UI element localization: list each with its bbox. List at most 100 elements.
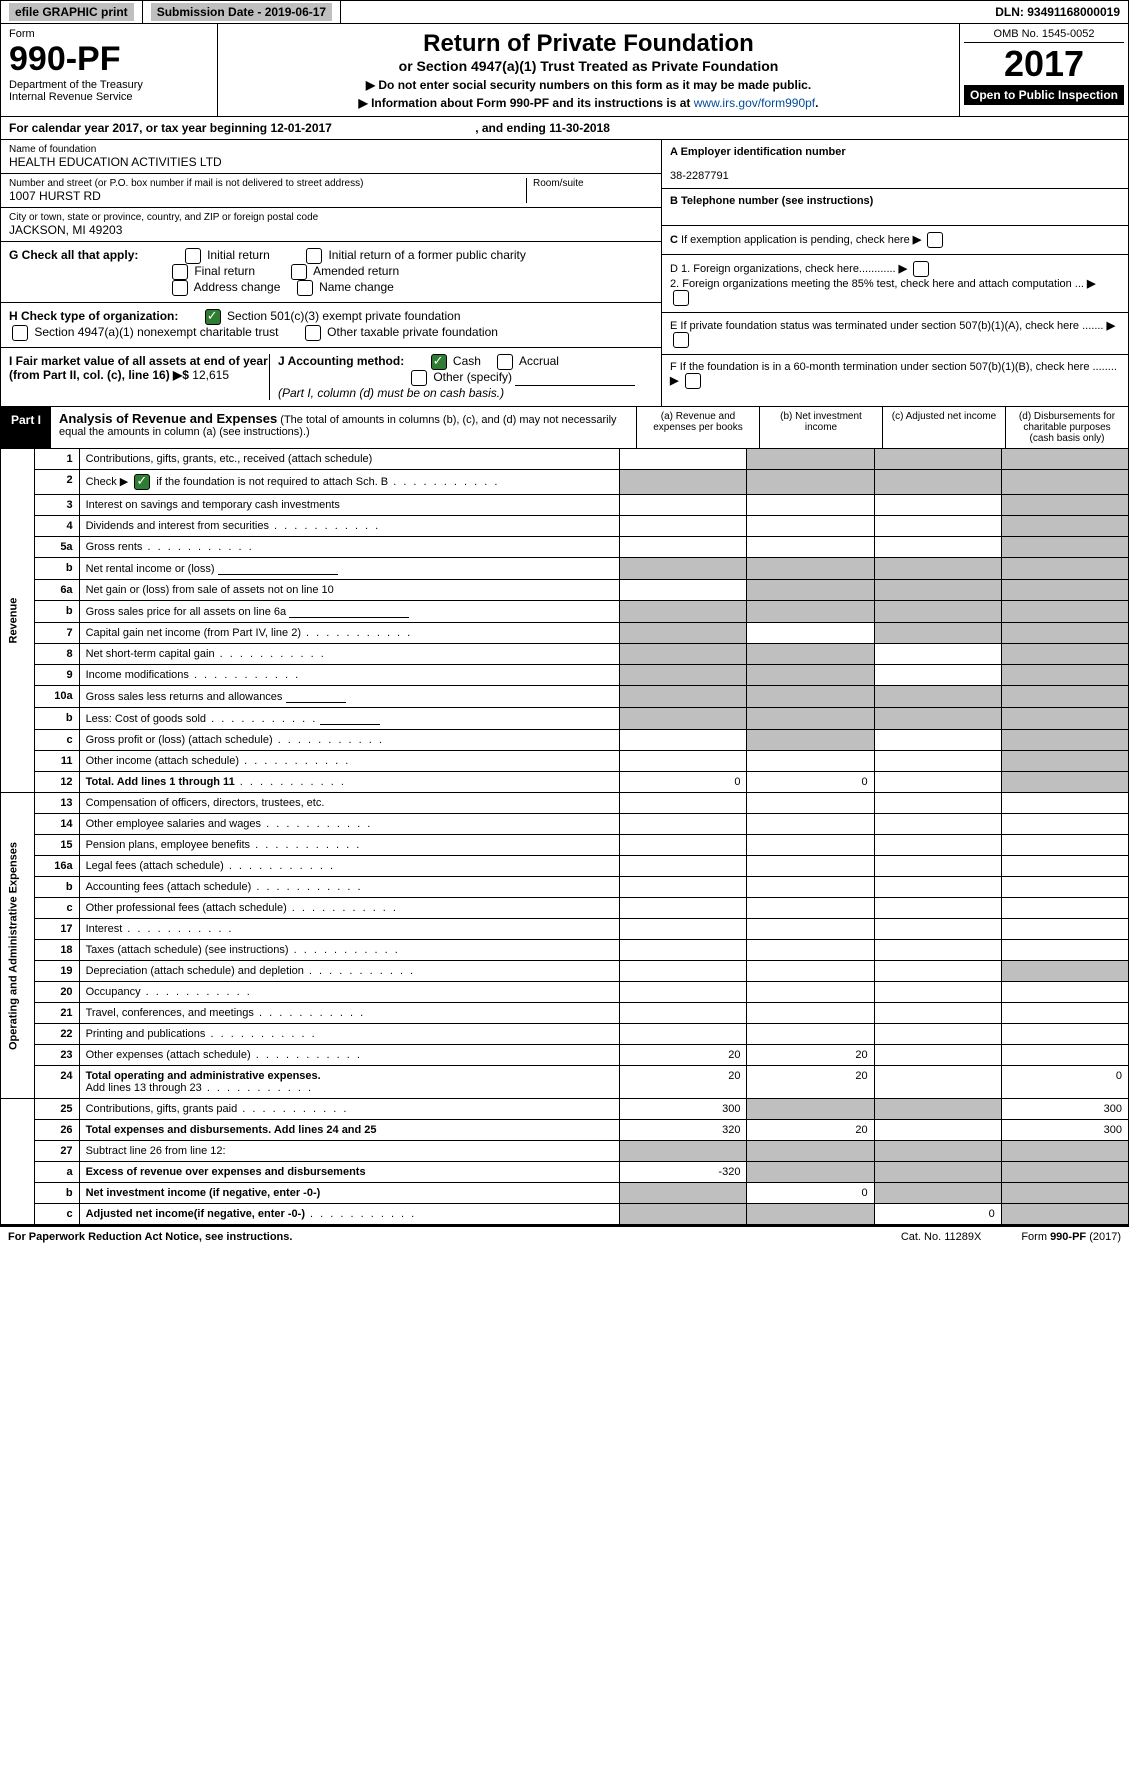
line-21: Travel, conferences, and meetings <box>79 1003 620 1024</box>
initial-return-public-charity-checkbox[interactable] <box>306 248 322 264</box>
exemption-pending-checkbox[interactable] <box>927 232 943 248</box>
foreign-85pct-checkbox[interactable] <box>673 290 689 306</box>
city-state-zip: JACKSON, MI 49203 <box>9 223 122 237</box>
line-9: Income modifications <box>79 665 620 686</box>
warn-ssn: ▶ Do not enter social security numbers o… <box>366 78 811 92</box>
line-23: Other expenses (attach schedule) <box>79 1045 620 1066</box>
name-label: Name of foundation <box>9 144 653 155</box>
form-header: Form 990-PF Department of the Treasury I… <box>0 24 1129 117</box>
form-subtitle: or Section 4947(a)(1) Trust Treated as P… <box>224 58 953 74</box>
irs-label: Internal Revenue Service <box>9 91 209 103</box>
expenses-side-label: Operating and Administrative Expenses <box>1 793 35 1099</box>
dln: DLN: 93491168000019 <box>987 1 1128 23</box>
line-16b: Accounting fees (attach schedule) <box>79 877 620 898</box>
line-27a: Excess of revenue over expenses and disb… <box>79 1162 620 1183</box>
instructions-link[interactable]: www.irs.gov/form990pf <box>694 96 815 110</box>
line-19: Depreciation (attach schedule) and deple… <box>79 961 620 982</box>
part1-table: Revenue 1Contributions, gifts, grants, e… <box>0 449 1129 1225</box>
fmv-value: 12,615 <box>192 368 229 382</box>
city-label: City or town, state or province, country… <box>9 212 653 223</box>
form-title: Return of Private Foundation <box>224 30 953 58</box>
line-10c: Gross profit or (loss) (attach schedule) <box>79 730 620 751</box>
page-footer: For Paperwork Reduction Act Notice, see … <box>0 1225 1129 1247</box>
e-label: E If private foundation status was termi… <box>670 320 1104 332</box>
street-address: 1007 HURST RD <box>9 189 101 203</box>
other-taxable-checkbox[interactable] <box>305 325 321 341</box>
line-17: Interest <box>79 919 620 940</box>
line-24: Total operating and administrative expen… <box>79 1066 620 1099</box>
line-27c: Adjusted net income(if negative, enter -… <box>79 1204 620 1225</box>
foreign-org-checkbox[interactable] <box>913 261 929 277</box>
line-1: Contributions, gifts, grants, etc., rece… <box>79 449 620 470</box>
pra-notice: For Paperwork Reduction Act Notice, see … <box>8 1231 292 1243</box>
calendar-year-line: For calendar year 2017, or tax year begi… <box>0 117 1129 140</box>
identification-block: Name of foundation HEALTH EDUCATION ACTI… <box>0 140 1129 407</box>
line-15: Pension plans, employee benefits <box>79 835 620 856</box>
j-label: J Accounting method: <box>278 354 404 368</box>
open-public-inspection: Open to Public Inspection <box>964 85 1124 105</box>
line-16c: Other professional fees (attach schedule… <box>79 898 620 919</box>
form-word: Form <box>9 28 209 40</box>
line-10b: Less: Cost of goods sold <box>79 708 620 730</box>
part1-title: Analysis of Revenue and Expenses <box>59 411 277 426</box>
final-return-checkbox[interactable] <box>172 264 188 280</box>
ein-label: A Employer identification number <box>670 146 846 158</box>
d1-label: D 1. Foreign organizations, check here..… <box>670 263 896 275</box>
60month-termination-checkbox[interactable] <box>685 373 701 389</box>
line-11: Other income (attach schedule) <box>79 751 620 772</box>
line-16a: Legal fees (attach schedule) <box>79 856 620 877</box>
sch-b-checkbox[interactable] <box>134 474 150 490</box>
part1-label: Part I <box>1 407 51 448</box>
h-label: H Check type of organization: <box>9 309 178 323</box>
line-12: Total. Add lines 1 through 11 <box>79 772 620 793</box>
room-label: Room/suite <box>533 178 653 189</box>
line-13: Compensation of officers, directors, tru… <box>79 793 620 814</box>
initial-return-checkbox[interactable] <box>185 248 201 264</box>
revenue-side-label: Revenue <box>1 449 35 793</box>
form-number: 990-PF <box>9 40 209 79</box>
line-5a: Gross rents <box>79 537 620 558</box>
address-change-checkbox[interactable] <box>172 280 188 296</box>
line-4: Dividends and interest from securities <box>79 516 620 537</box>
c-label: If exemption application is pending, che… <box>681 234 910 246</box>
phone-label: B Telephone number (see instructions) <box>670 195 873 207</box>
line-6a: Net gain or (loss) from sale of assets n… <box>79 580 620 601</box>
top-bar: efile GRAPHIC print Submission Date - 20… <box>0 0 1129 24</box>
d2-label: 2. Foreign organizations meeting the 85%… <box>670 278 1084 290</box>
tax-year: 2017 <box>964 43 1124 85</box>
line-8: Net short-term capital gain <box>79 644 620 665</box>
part1-header: Part I Analysis of Revenue and Expenses … <box>0 407 1129 449</box>
foundation-name: HEALTH EDUCATION ACTIVITIES LTD <box>9 155 222 169</box>
status-terminated-checkbox[interactable] <box>673 332 689 348</box>
f-label: F If the foundation is in a 60-month ter… <box>670 361 1117 373</box>
line-14: Other employee salaries and wages <box>79 814 620 835</box>
name-change-checkbox[interactable] <box>297 280 313 296</box>
line-10a: Gross sales less returns and allowances <box>79 686 620 708</box>
amended-return-checkbox[interactable] <box>291 264 307 280</box>
line-3: Interest on savings and temporary cash i… <box>79 495 620 516</box>
line-20: Occupancy <box>79 982 620 1003</box>
col-a-header: (a) Revenue and expenses per books <box>636 407 759 448</box>
submission-date: Submission Date - 2019-06-17 <box>151 3 332 21</box>
col-c-header: (c) Adjusted net income <box>882 407 1005 448</box>
cat-number: Cat. No. 11289X <box>901 1231 982 1243</box>
4947a1-checkbox[interactable] <box>12 325 28 341</box>
col-b-header: (b) Net investment income <box>759 407 882 448</box>
ein-value: 38-2287791 <box>670 170 729 182</box>
line-25: Contributions, gifts, grants paid <box>79 1099 620 1120</box>
other-method-checkbox[interactable] <box>411 370 427 386</box>
501c3-checkbox[interactable] <box>205 309 221 325</box>
dept-treasury: Department of the Treasury <box>9 79 209 91</box>
line-22: Printing and publications <box>79 1024 620 1045</box>
line-7: Capital gain net income (from Part IV, l… <box>79 623 620 644</box>
efile-print-button[interactable]: efile GRAPHIC print <box>9 3 134 21</box>
accrual-checkbox[interactable] <box>497 354 513 370</box>
line-27b: Net investment income (if negative, ente… <box>79 1183 620 1204</box>
omb-number: OMB No. 1545-0052 <box>964 28 1124 43</box>
line-5b: Net rental income or (loss) <box>79 558 620 580</box>
col-d-header: (d) Disbursements for charitable purpose… <box>1005 407 1128 448</box>
form-footer-label: Form 990-PF (2017) <box>1021 1231 1121 1243</box>
line-26: Total expenses and disbursements. Add li… <box>79 1120 620 1141</box>
cash-checkbox[interactable] <box>431 354 447 370</box>
line-6b: Gross sales price for all assets on line… <box>79 601 620 623</box>
